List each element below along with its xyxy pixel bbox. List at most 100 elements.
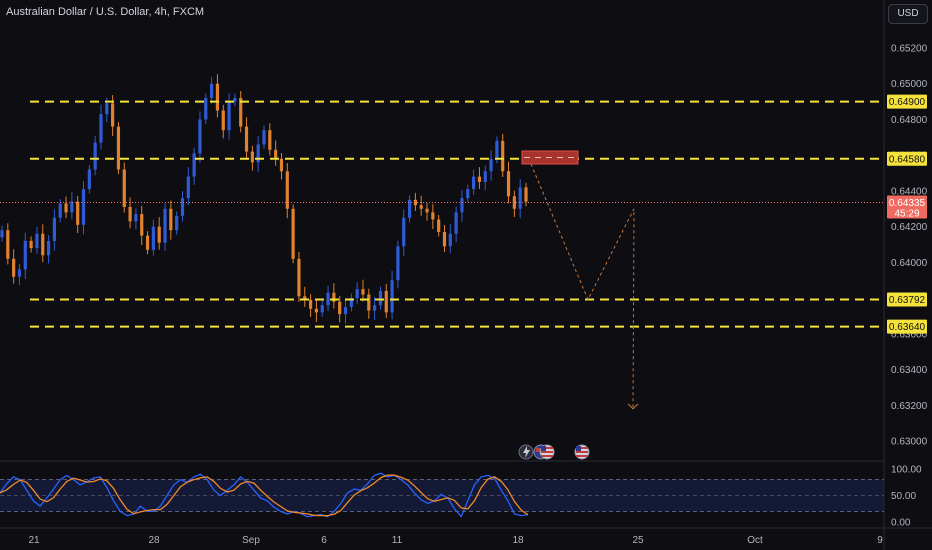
candle — [192, 147, 196, 185]
candle — [419, 195, 423, 216]
candle-body — [367, 294, 371, 311]
candle — [483, 165, 487, 191]
time-tick-label: 25 — [632, 535, 644, 546]
candle-body — [233, 98, 237, 102]
candle-body — [495, 140, 499, 159]
candle — [239, 91, 243, 133]
level-tag-label: 0.63640 — [889, 322, 926, 333]
level-tag-box — [887, 292, 927, 307]
candle — [163, 203, 167, 251]
candle-body — [204, 98, 208, 120]
candle-body — [454, 212, 458, 234]
candle — [460, 189, 464, 222]
candle — [6, 223, 10, 265]
candle — [431, 204, 435, 229]
price-tick-label: 0.63200 — [891, 401, 928, 412]
candle — [151, 219, 155, 256]
candle — [116, 122, 121, 174]
candle — [81, 180, 86, 235]
candle — [274, 140, 278, 166]
countdown-label: 45:29 — [894, 209, 919, 220]
candle — [303, 286, 307, 307]
candle-body — [180, 198, 185, 216]
candle-body — [93, 142, 97, 170]
candle — [145, 231, 150, 255]
currency-button[interactable]: USD — [888, 4, 928, 24]
candle-body — [175, 215, 179, 231]
candle — [157, 217, 161, 250]
time-tick-label: 18 — [512, 535, 524, 546]
candle — [46, 235, 51, 264]
lightning-icon[interactable] — [518, 444, 534, 460]
candle — [512, 190, 516, 217]
candle-body — [472, 176, 476, 190]
us-flag-icon[interactable] — [539, 444, 555, 460]
candle-body — [407, 199, 412, 218]
candle — [407, 195, 412, 223]
price-tick-label: 0.65200 — [891, 44, 928, 55]
level-tag: 0.64900 — [887, 94, 927, 109]
candle-body — [6, 230, 10, 259]
oscillator-tick-label: 0.00 — [891, 518, 911, 529]
candle — [402, 209, 406, 256]
events-row[interactable] — [518, 444, 590, 460]
candle-body — [413, 199, 417, 206]
candle — [332, 283, 336, 309]
candle-body — [244, 126, 249, 152]
candle-body — [128, 206, 132, 222]
candle-body — [239, 98, 243, 127]
candle-body — [17, 269, 22, 277]
candle-body — [303, 296, 307, 300]
candle — [454, 206, 458, 242]
level-tags: 0.64900 0.64580 0.63792 0.63640 — [887, 94, 927, 334]
candle-body — [169, 208, 173, 231]
candle-body — [163, 208, 167, 243]
candle — [233, 93, 237, 107]
candle-body — [23, 240, 27, 270]
price-tick-label: 0.64000 — [891, 258, 928, 269]
candle — [52, 209, 56, 251]
candle-body — [192, 153, 196, 177]
candle-body — [332, 292, 336, 302]
candle-body — [361, 289, 365, 295]
price-tick-label: 0.65000 — [891, 79, 928, 90]
candle — [367, 288, 371, 319]
projection-line — [530, 163, 635, 409]
candle — [489, 150, 493, 181]
candle-body — [46, 240, 51, 256]
sell-zone[interactable] — [521, 150, 579, 165]
candle-body — [355, 289, 359, 299]
candle — [378, 286, 383, 310]
candle-body — [111, 103, 115, 127]
candle-body — [52, 217, 56, 241]
candle-body — [41, 233, 45, 256]
candle — [442, 225, 447, 253]
candle — [134, 208, 138, 230]
candle-body — [308, 299, 313, 309]
oscillator-lines — [0, 472, 529, 518]
candle — [256, 136, 260, 172]
candle-body — [378, 290, 383, 306]
candle-body — [425, 208, 429, 213]
candle-body — [116, 126, 121, 170]
level-tag-label: 0.64900 — [889, 97, 926, 108]
time-tick-label: 9 — [877, 535, 883, 546]
level-tag-box — [887, 151, 927, 166]
candle-body — [81, 189, 86, 225]
candle — [308, 294, 313, 318]
candle — [326, 285, 330, 311]
stoch-d-line — [0, 474, 529, 517]
candle — [186, 167, 190, 206]
candle — [320, 300, 324, 317]
us-flag-icon[interactable] — [574, 444, 590, 460]
level-tag: 0.64580 — [887, 151, 927, 166]
candle-body — [64, 203, 68, 213]
current-price-label: 0.64335 — [889, 198, 926, 209]
candle-body — [145, 235, 150, 250]
candle-body — [343, 307, 348, 315]
candle — [501, 133, 505, 177]
candle — [180, 191, 185, 222]
price-tick-label: 0.64400 — [891, 186, 928, 197]
candle — [291, 204, 295, 264]
